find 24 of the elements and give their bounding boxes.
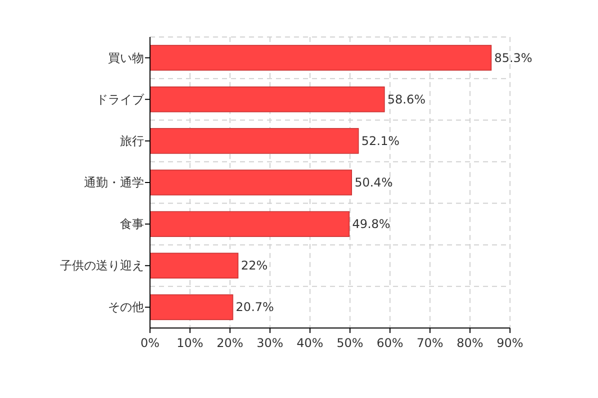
x-tick-label: 70% (416, 336, 444, 350)
data-label: 58.6% (387, 92, 426, 106)
y-tick-label: その他 (108, 300, 144, 314)
data-label: 85.3% (494, 50, 532, 65)
data-label: 49.8% (352, 217, 390, 232)
x-tick-label: 20% (216, 336, 244, 350)
x-tick-label: 50% (336, 336, 364, 350)
x-tick-label: 30% (256, 336, 284, 350)
y-tick-label: 通勤・通学 (84, 176, 144, 190)
data-label: 50.4% (354, 176, 393, 190)
y-tick-label: 買い物 (108, 50, 144, 65)
x-tick-label: 60% (376, 336, 404, 350)
x-tick-label: 40% (296, 336, 324, 350)
x-tick-label: 10% (176, 336, 204, 350)
data-label: 22% (241, 258, 268, 273)
y-tick-label: ドライブ (96, 92, 145, 106)
y-tick-label: 食事 (120, 217, 144, 232)
x-tick-label: 0% (140, 336, 160, 350)
data-label: 20.7% (236, 300, 274, 314)
data-label: 52.1% (361, 134, 400, 148)
x-tick-label: 90% (496, 336, 524, 350)
y-tick-label: 旅行 (120, 134, 144, 148)
y-tick-label: 子供の送り迎え (60, 258, 144, 273)
x-tick-label: 80% (456, 336, 484, 350)
